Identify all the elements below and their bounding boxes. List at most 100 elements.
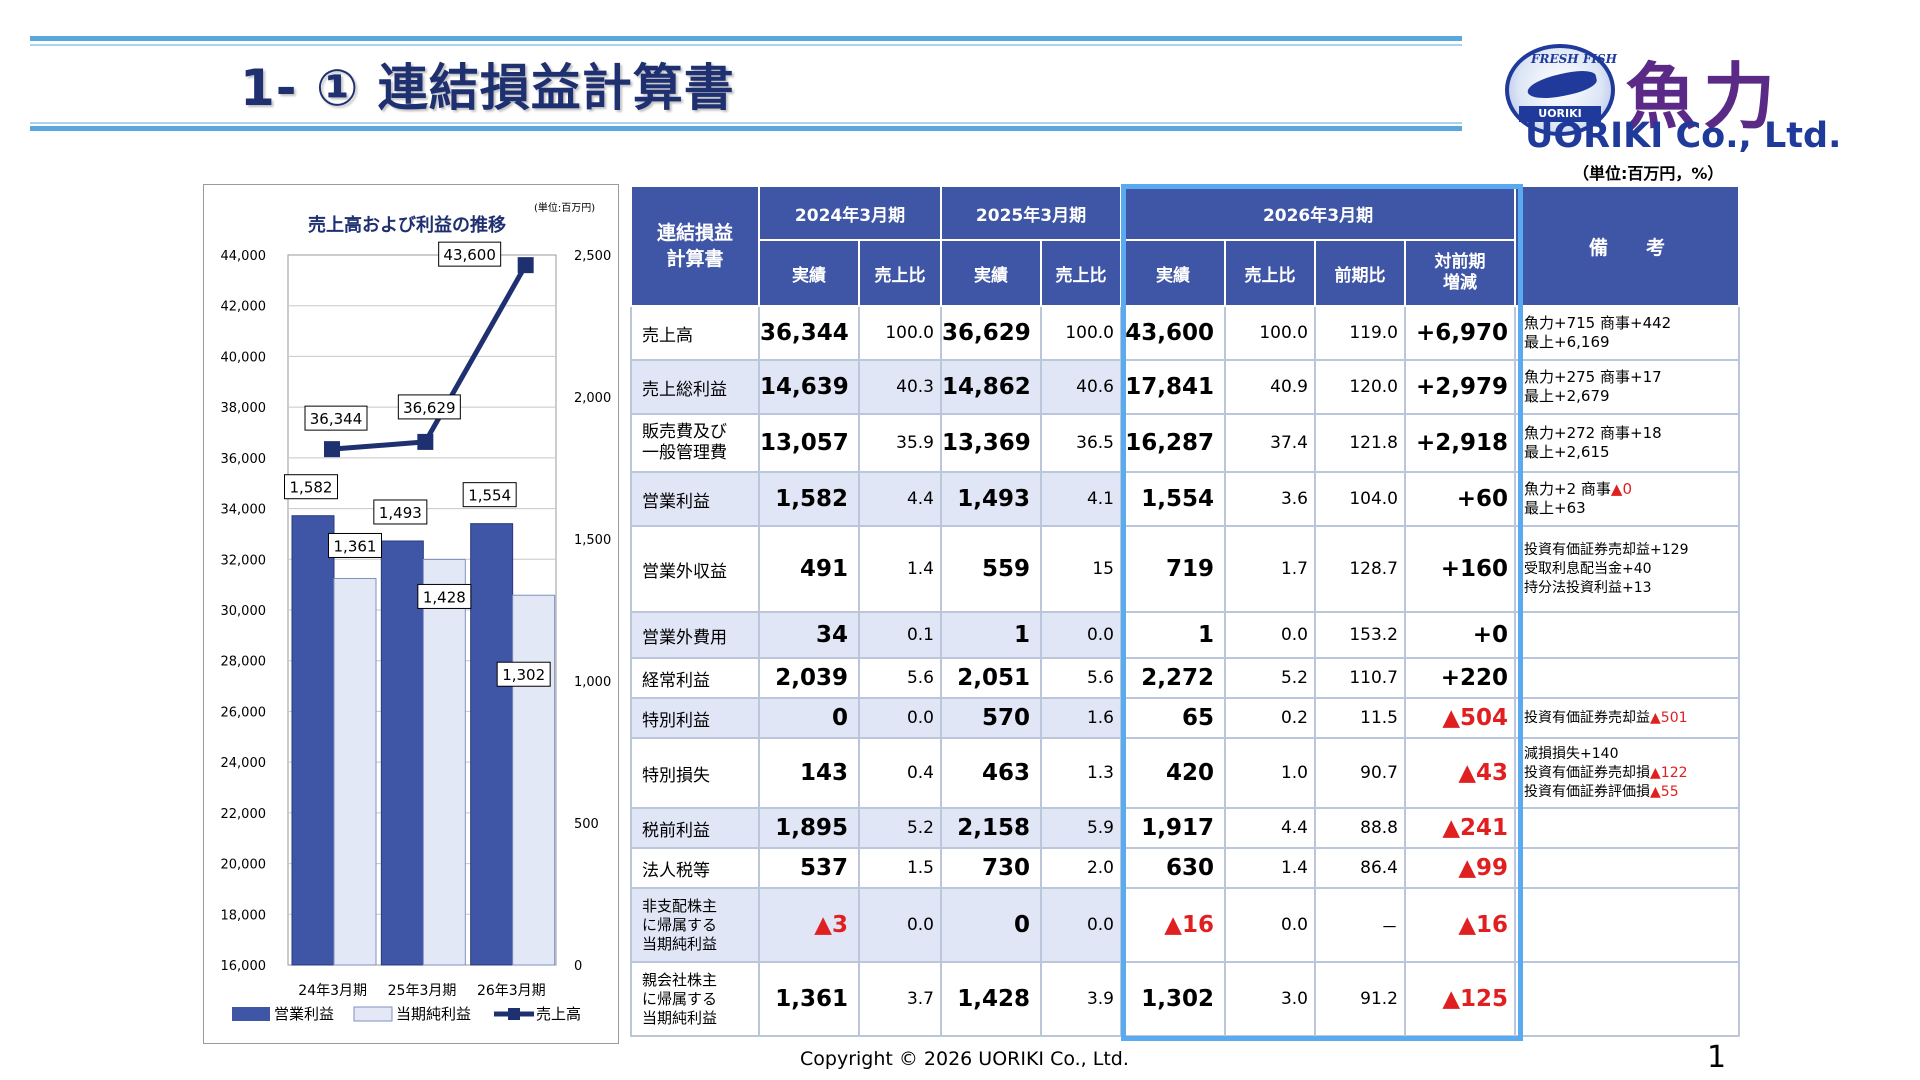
bar-net-profit xyxy=(422,558,466,966)
title-band-line xyxy=(30,36,1462,41)
ratio-2025: 1.3 xyxy=(1040,737,1122,809)
row-label: 営業外費用 xyxy=(630,611,760,659)
table-row: 販売費及び 一般管理費 13,057 35.9 13,369 36.5 16,2… xyxy=(630,413,1741,473)
subheader: 売上比 xyxy=(1040,239,1122,307)
yoy-change: ▲99 xyxy=(1403,847,1517,889)
yoy-change: +0 xyxy=(1403,611,1517,659)
label-operating-profit-box xyxy=(462,482,517,508)
label-sales: 36,629 xyxy=(403,399,456,417)
ratio-2026: 0.0 xyxy=(1224,611,1316,659)
ratio-2024: 40.3 xyxy=(858,359,942,415)
left-tick-label: 18,000 xyxy=(221,908,267,923)
yoy-change: ▲241 xyxy=(1403,807,1517,849)
chart-title: 売上高および利益の推移 xyxy=(308,214,506,236)
legend-label: 営業利益 xyxy=(274,1005,334,1023)
value-2026: 719 xyxy=(1120,525,1226,613)
value-2026: 1 xyxy=(1120,611,1226,659)
label-operating-profit-box xyxy=(284,474,338,500)
left-tick-label: 16,000 xyxy=(221,959,267,974)
yoy-change: ▲125 xyxy=(1403,961,1517,1037)
right-tick-label: 2,000 xyxy=(574,391,611,406)
row-label: 売上高 xyxy=(630,305,760,361)
company-logo: FRESH FISH UORIKI 魚力 UORIKI Co., Ltd. xyxy=(1495,36,1875,186)
ratio-2024: 4.4 xyxy=(858,471,942,527)
note xyxy=(1514,807,1741,849)
ratio-2024: 0.4 xyxy=(858,737,942,809)
chart-unit: (単位:百万円) xyxy=(534,201,595,214)
logo-kanji: 魚力 xyxy=(1625,54,1782,139)
sales-profit-chart: 売上高および利益の推移 (単位:百万円) 44,000 42,000 40,000 38,… xyxy=(221,201,612,1023)
value-2024: 34 xyxy=(758,611,860,659)
value-2026: 1,917 xyxy=(1120,807,1226,849)
yoy-change: +220 xyxy=(1403,657,1517,699)
ratio-2025: 2.0 xyxy=(1040,847,1122,889)
bar-operating-profit xyxy=(291,515,335,966)
yoy-ratio: 86.4 xyxy=(1314,847,1406,889)
left-tick-label: 28,000 xyxy=(221,655,267,670)
right-tick-label: 500 xyxy=(574,817,599,832)
value-2025: 1,428 xyxy=(940,961,1042,1037)
corner-header: 連結損益 計算書 xyxy=(630,185,760,307)
value-2024: 491 xyxy=(758,525,860,613)
note xyxy=(1514,961,1741,1037)
right-tick-label: 0 xyxy=(574,959,582,974)
label-net-profit: 1,302 xyxy=(502,666,545,684)
note xyxy=(1514,657,1741,699)
note-negative: ▲55 xyxy=(1650,783,1679,800)
page-title: 1- ① 連結損益計算書 xyxy=(240,59,735,117)
value-2025: 2,158 xyxy=(940,807,1042,849)
ratio-2026: 37.4 xyxy=(1224,413,1316,473)
value-2026: 420 xyxy=(1120,737,1226,809)
note: 投資有価証券売却益+129 受取利息配当金+40 持分法投資利益+13 xyxy=(1514,525,1741,613)
value-2025: 559 xyxy=(940,525,1042,613)
note-negative: ▲0 xyxy=(1610,480,1633,498)
yoy-ratio: 128.7 xyxy=(1314,525,1406,613)
ratio-2026: 1.4 xyxy=(1224,847,1316,889)
left-tick-label: 26,000 xyxy=(221,705,267,720)
title-band-line xyxy=(30,44,1462,46)
ratio-2025: 5.9 xyxy=(1040,807,1122,849)
category-label: 24年3月期 xyxy=(298,983,367,999)
table-row: 営業外費用 34 0.1 1 0.0 1 0.0 153.2 +0 xyxy=(630,611,1741,659)
table-row: 経常利益 2,039 5.6 2,051 5.6 2,272 5.2 110.7… xyxy=(630,657,1741,699)
ratio-2026: 4.4 xyxy=(1224,807,1316,849)
left-tick-label: 24,000 xyxy=(221,756,267,771)
value-2024: ▲3 xyxy=(758,887,860,963)
subheader: 対前期 増減 xyxy=(1403,239,1517,307)
yoy-ratio: 153.2 xyxy=(1314,611,1406,659)
row-label: 経常利益 xyxy=(630,657,760,699)
yoy-ratio: 119.0 xyxy=(1314,305,1406,361)
left-tick-label: 32,000 xyxy=(221,553,267,568)
ratio-2026: 0.0 xyxy=(1224,887,1316,963)
left-tick-label: 22,000 xyxy=(221,807,267,822)
right-tick-label: 1,500 xyxy=(574,533,611,548)
value-2024: 13,057 xyxy=(758,413,860,473)
legend-label: 当期純利益 xyxy=(396,1005,471,1023)
yoy-change: +2,918 xyxy=(1403,413,1517,473)
ratio-2025: 36.5 xyxy=(1040,413,1122,473)
left-tick-label: 34,000 xyxy=(221,503,267,518)
table-row: 営業利益 1,582 4.4 1,493 4.1 1,554 3.6 104.0… xyxy=(630,471,1741,527)
row-label: 法人税等 xyxy=(630,847,760,889)
ratio-2026: 1.0 xyxy=(1224,737,1316,809)
subheader: 実績 xyxy=(940,239,1042,307)
note-text: 減損損失+140 xyxy=(1524,745,1619,762)
label-operating-profit-box xyxy=(373,499,428,525)
ratio-2025: 100.0 xyxy=(1040,305,1122,361)
table-row: 営業外収益 491 1.4 559 15 719 1.7 128.7 +160 … xyxy=(630,525,1741,613)
label-operating-profit: 1,554 xyxy=(468,487,511,505)
left-tick-label: 44,000 xyxy=(221,249,267,264)
category-label: 25年3月期 xyxy=(388,983,457,999)
label-sales: 36,344 xyxy=(310,410,363,428)
value-2025: 2,051 xyxy=(940,657,1042,699)
note-negative: ▲122 xyxy=(1650,764,1688,781)
ratio-2024: 0.0 xyxy=(858,697,942,739)
notes-header: 備 考 xyxy=(1514,185,1741,307)
yoy-change: +6,970 xyxy=(1403,305,1517,361)
subheader: 前期比 xyxy=(1314,239,1406,307)
left-tick-label: 36,000 xyxy=(221,452,267,467)
label-net-profit-box xyxy=(328,532,382,558)
label-operating-profit: 1,582 xyxy=(290,479,333,497)
left-tick-label: 38,000 xyxy=(221,401,267,416)
